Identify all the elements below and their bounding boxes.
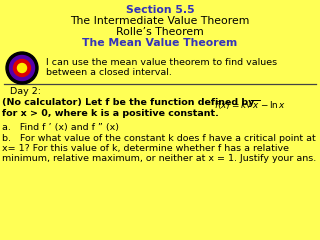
Text: The Intermediate Value Theorem: The Intermediate Value Theorem — [70, 16, 250, 26]
Text: Rolle’s Theorem: Rolle’s Theorem — [116, 27, 204, 37]
Text: Day 2:: Day 2: — [10, 87, 41, 96]
Circle shape — [6, 52, 38, 84]
Text: minimum, relative maximum, or neither at x = 1. Justify your ans.: minimum, relative maximum, or neither at… — [2, 154, 316, 163]
Text: Section 5.5: Section 5.5 — [126, 5, 194, 15]
Circle shape — [10, 55, 35, 80]
Text: I can use the mean value theorem to find values: I can use the mean value theorem to find… — [46, 58, 277, 67]
Text: (No calculator) Let f be the function defined by: (No calculator) Let f be the function de… — [2, 98, 258, 107]
Text: b.   For what value of the constant k does f have a critical point at: b. For what value of the constant k does… — [2, 134, 316, 143]
Text: The Mean Value Theorem: The Mean Value Theorem — [82, 38, 238, 48]
Circle shape — [18, 64, 27, 72]
Text: a.   Find f ’ (x) and f ” (x): a. Find f ’ (x) and f ” (x) — [2, 123, 119, 132]
Text: for x > 0, where k is a positive constant.: for x > 0, where k is a positive constan… — [2, 109, 219, 118]
Circle shape — [13, 60, 30, 77]
Text: $f(x)=k\sqrt{x}-\ln x$: $f(x)=k\sqrt{x}-\ln x$ — [214, 98, 286, 112]
Text: x= 1? For this value of k, determine whether f has a relative: x= 1? For this value of k, determine whe… — [2, 144, 289, 153]
Text: between a closed interval.: between a closed interval. — [46, 68, 172, 77]
